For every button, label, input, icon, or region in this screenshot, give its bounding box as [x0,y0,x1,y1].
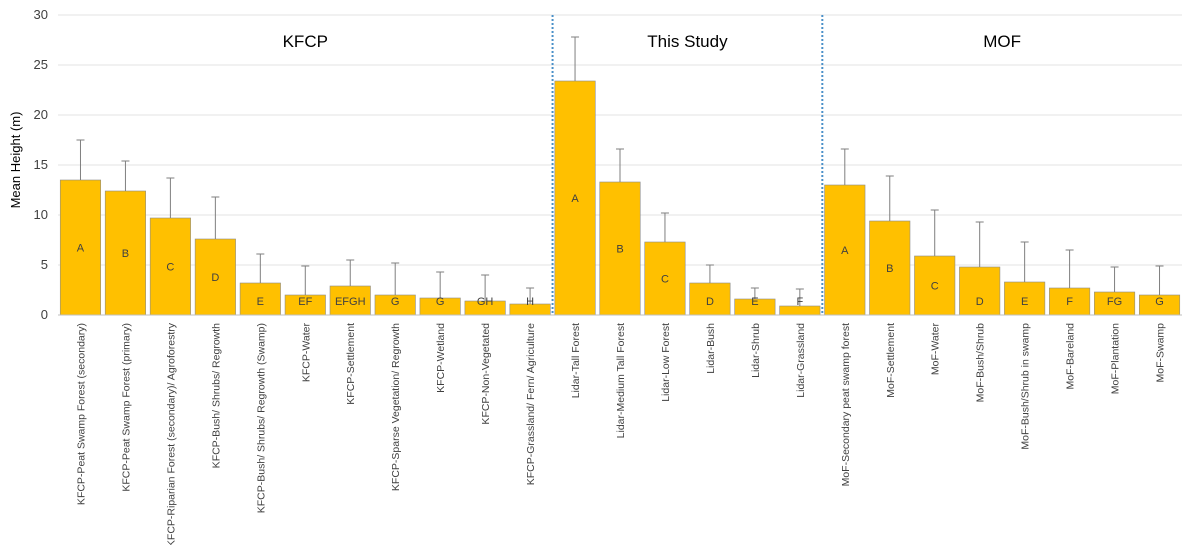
significance-letter: D [211,272,219,284]
category-label: MoF-Bush/Shrub in swamp [1020,323,1032,450]
significance-letter: F [1066,296,1073,308]
category-label: Lidar-Low Forest [660,323,672,402]
category-label: KFCP-Grassland/ Fern/ Agriculture [525,323,537,485]
y-axis-label: Mean Height (m) [8,112,23,209]
category-label: KFCP-Riparian Forest (secondary)/ Agrofo… [165,322,177,545]
group-dividers [551,15,824,315]
category-label: MoF-Water [930,323,942,376]
significance-letter: A [571,193,579,205]
bar [1004,281,1046,316]
significance-letter: GH [477,296,494,308]
significance-letter: C [931,281,939,293]
category-label: KFCP-Bush/ Shrubs/ Regrowth [210,323,222,468]
category-label: Lidar-Medium Tall Forest [615,323,627,438]
bar [914,255,956,316]
significance-letter: H [526,296,534,308]
group-label: This Study [647,32,728,51]
bar [194,238,236,316]
category-label: KFCP-Peat Swamp Forest (secondary) [75,323,87,505]
bar [644,241,686,316]
y-tick-label: 10 [34,207,48,222]
significance-letter: B [616,244,623,256]
y-tick-label: 0 [41,307,48,322]
significance-letter: EFGH [335,296,366,308]
category-label: KFCP-Wetland [435,323,447,393]
category-label: MoF-Settlement [885,323,897,398]
group-labels: KFCP This Study MOF [283,32,1021,51]
category-label: MoF-Secondary peat swamp forest [840,323,852,486]
category-label: Lidar-Bush [705,323,717,374]
bars [59,80,1181,316]
category-label: KFCP-Sparse Vegetation/ Regrowth [390,323,402,491]
significance-letter: EF [298,296,312,308]
significance-letter: E [257,296,264,308]
significance-letter: B [122,248,129,260]
significance-letter: A [77,243,85,255]
bar [599,181,641,316]
significance-letter: G [436,296,445,308]
significance-letter: A [841,245,849,257]
category-label: KFCP-Peat Swamp Forest (primary) [120,323,132,492]
category-label: KFCP-Bush/ Shrubs/ Regrowth (Swamp) [255,323,267,513]
category-label: Lidar-Grassland [795,323,807,398]
significance-letter: C [166,262,174,274]
significance-letter: B [886,263,893,275]
bar [689,282,731,316]
category-label: Lidar-Shrub [750,323,762,378]
category-label: KFCP-Non-Vegetated [480,323,492,425]
category-label: MoF-Swamp [1155,323,1167,383]
bar [824,184,866,316]
significance-letter: G [391,296,400,308]
category-label: Lidar-Tall Forest [570,323,582,398]
significance-letter: C [661,274,669,286]
significance-letter: E [1021,296,1028,308]
significance-letter: E [751,296,758,308]
bar [959,266,1001,316]
category-label: MoF-Bush/Shrub [975,323,987,403]
significance-letter: F [796,296,803,308]
y-tick-label: 25 [34,57,48,72]
bar [104,190,146,316]
y-tick-label: 15 [34,157,48,172]
group-label: MOF [983,32,1021,51]
significance-letter: FG [1107,296,1122,308]
error-bars [76,36,1164,306]
y-tick-label: 20 [34,107,48,122]
group-label: KFCP [283,32,328,51]
bar [239,282,281,316]
category-label: KFCP-Water [300,323,312,383]
category-labels: KFCP-Peat Swamp Forest (secondary) KFCP-P… [75,322,1166,545]
category-label: MoF-Plantation [1110,323,1122,394]
bar [149,217,191,316]
bar [1049,287,1091,316]
category-label: KFCP-Settlement [345,323,357,405]
significance-letter: D [976,296,984,308]
significance-letter: G [1155,296,1164,308]
y-tick-label: 30 [34,7,48,22]
significance-letter: D [706,296,714,308]
bar [329,285,371,316]
y-tick-label: 5 [41,257,48,272]
category-label: MoF-Bareland [1065,323,1077,390]
y-axis-ticks: 0 5 10 15 20 25 30 [34,7,48,322]
